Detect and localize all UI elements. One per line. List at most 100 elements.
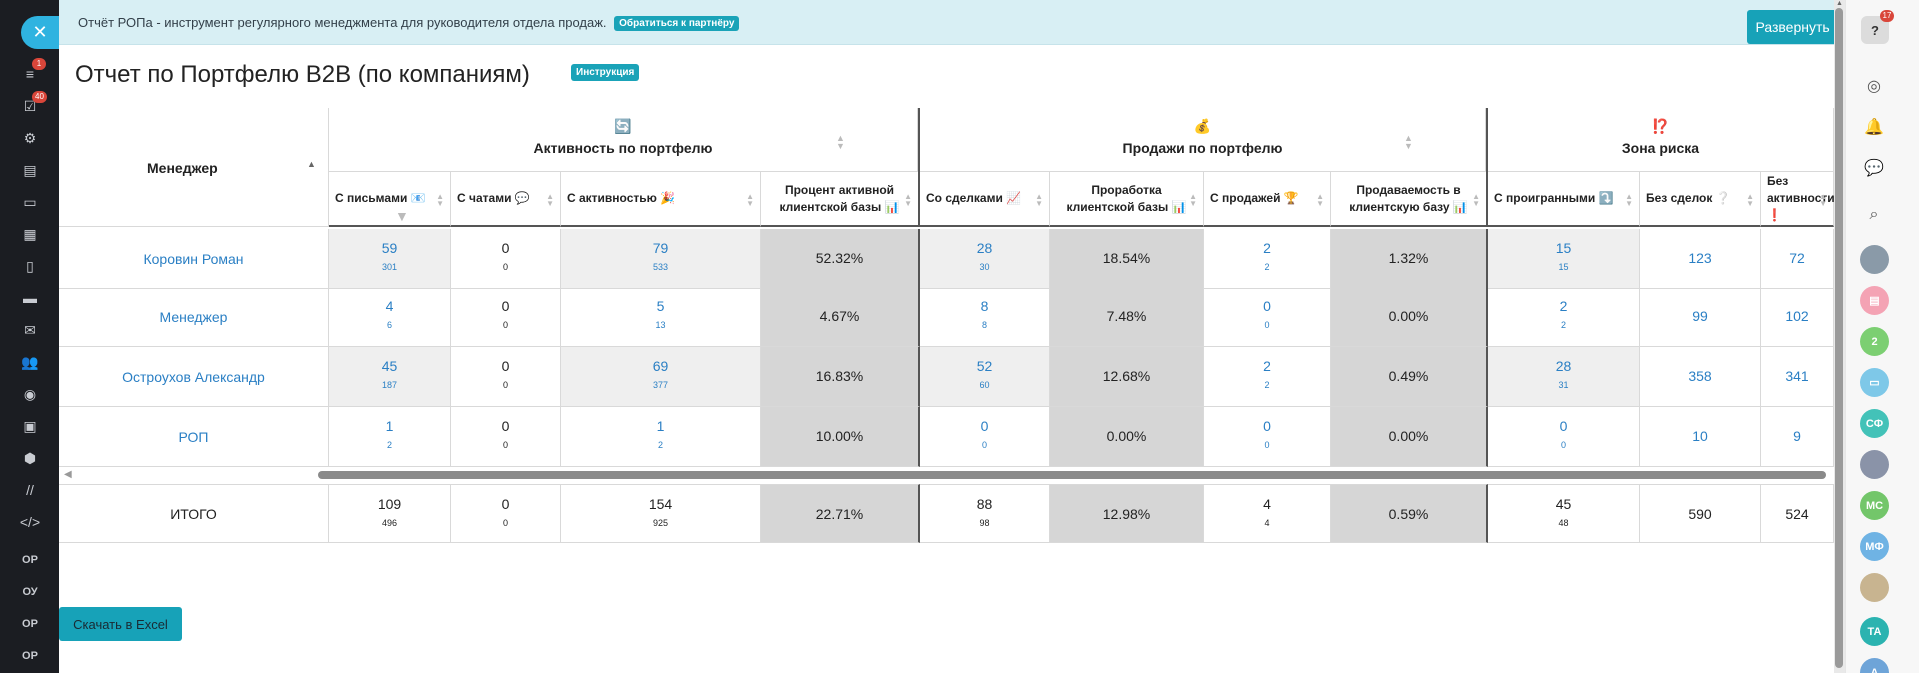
calendar-icon[interactable]: ▦ (23, 225, 37, 242)
partner-link[interactable]: Обратиться к партнёру (614, 16, 740, 31)
avatar[interactable]: 2 (1860, 327, 1889, 356)
cell-primary-value[interactable]: 79 (652, 240, 669, 256)
search-icon[interactable]: ⌕ (1869, 206, 1879, 223)
cell-with-deals[interactable]: 52 60 (920, 347, 1050, 407)
marketing-icon[interactable]: // (26, 482, 34, 498)
sort-icon[interactable]: ▲ ▼ (1035, 192, 1043, 208)
cell-primary-value[interactable]: 4 (385, 298, 394, 314)
cell-primary-value[interactable]: 5 (656, 298, 665, 314)
sort-icon[interactable]: ▲ ▼ (1189, 192, 1197, 208)
close-panel-button[interactable]: ✕ (21, 16, 59, 49)
cell-secondary-value[interactable]: 301 (381, 262, 398, 272)
crm-icon[interactable]: ⚙ (23, 129, 37, 146)
cell-with-activity[interactable]: 79 533 (561, 229, 761, 289)
avatar[interactable] (1860, 245, 1889, 274)
manager-name-link[interactable]: Остроухов Александр (59, 347, 329, 407)
cell-primary-value[interactable]: 15 (1555, 240, 1572, 256)
target-icon[interactable]: ◉ (23, 385, 37, 402)
scroll-up-icon[interactable]: ▲ (1836, 0, 1843, 7)
cell-secondary-value[interactable]: 0 (1264, 320, 1270, 330)
sort-icon[interactable]: ▲ ▼ (746, 192, 754, 208)
avatar[interactable]: А (1860, 658, 1889, 673)
cell-secondary-value[interactable]: 15 (1558, 262, 1569, 272)
cell-with-activity[interactable]: 69 377 (561, 347, 761, 407)
column-header-with-sales[interactable]: С продажей 🏆 ▲ ▼ (1204, 172, 1331, 227)
manager-name-link[interactable]: РОП (59, 407, 329, 467)
cell-primary-value[interactable]: 0 (1559, 418, 1568, 434)
cell-with-deals[interactable]: 28 30 (920, 229, 1050, 289)
cell-value[interactable]: 341 (1785, 368, 1809, 384)
sort-icon[interactable]: ▲ ▼ (1316, 192, 1324, 208)
cell-secondary-value[interactable]: 533 (652, 262, 669, 272)
avatar[interactable]: ▭ (1860, 368, 1889, 397)
chat-icon[interactable]: ▭ (23, 193, 37, 210)
inbox-icon[interactable]: ▤ (23, 161, 37, 178)
vertical-scrollbar[interactable]: ▲ (1834, 0, 1845, 673)
avatar[interactable]: МС (1860, 491, 1889, 520)
cell-primary-value[interactable]: 1 (656, 418, 665, 434)
cell-primary-value[interactable]: 0 (1263, 298, 1271, 314)
column-header-without-activity[interactable]: Без активности ❗ ▲ ▼ (1761, 172, 1835, 227)
cell-secondary-value[interactable]: 0 (1264, 440, 1270, 450)
column-header-base-saleability[interactable]: Продаваемость в клиентскую базу 📊 ▲ ▼ (1331, 172, 1488, 227)
mail-icon[interactable]: ✉ (24, 321, 36, 338)
cell-without-activity[interactable]: 102 (1761, 287, 1834, 347)
cell-secondary-value[interactable]: 0 (981, 440, 987, 450)
group-sort-icon[interactable]: ▲ ▼ (836, 133, 845, 151)
cell-secondary-value[interactable]: 31 (1558, 380, 1569, 390)
sort-icon[interactable]: ▲ ▼ (1625, 192, 1633, 208)
column-header-with-activity[interactable]: С активностью 🎉 ▲ ▼ (561, 172, 761, 227)
sort-icon[interactable]: ▲ ▼ (1819, 192, 1827, 208)
cell-secondary-value[interactable]: 2 (386, 440, 392, 450)
cell-without-deals[interactable]: 99 (1640, 287, 1761, 347)
horizontal-scrollbar[interactable]: ◀ (59, 468, 1834, 482)
sort-icon[interactable]: ▲ ▼ (1746, 192, 1754, 208)
cell-without-activity[interactable]: 72 (1761, 229, 1834, 289)
cell-value[interactable]: 9 (1793, 428, 1801, 444)
cell-secondary-value[interactable]: 0 (1560, 440, 1566, 450)
cell-value[interactable]: 358 (1688, 368, 1712, 384)
column-header-with-deals[interactable]: Со сделками 📈 ▲ ▼ (920, 172, 1050, 227)
code-icon[interactable]: </> (19, 514, 41, 530)
cell-secondary-value[interactable]: 187 (381, 380, 398, 390)
cell-value[interactable]: 123 (1688, 250, 1712, 266)
manager-name-link[interactable]: Коровин Роман (59, 229, 329, 289)
cell-without-deals[interactable]: 123 (1640, 229, 1761, 289)
cell-with-lost[interactable]: 15 15 (1488, 229, 1640, 289)
download-excel-button[interactable]: Скачать в Excel (59, 607, 182, 641)
sort-asc-icon[interactable]: ▲ ▼ (307, 159, 409, 224)
avatar[interactable] (1860, 573, 1889, 602)
avatar[interactable]: МФ (1860, 532, 1889, 561)
cell-without-activity[interactable]: 9 (1761, 407, 1834, 467)
filter-icon[interactable]: ≡ (25, 66, 35, 82)
column-header-with-chats[interactable]: С чатами 💬 ▲ ▼ (451, 172, 561, 227)
column-header-active-base-percent[interactable]: Процент активной клиентской базы 📊 ▲ ▼ (761, 172, 920, 227)
sidebar-item-ou[interactable]: ОУ (22, 586, 38, 598)
cell-primary-value[interactable]: 59 (381, 240, 398, 256)
sidebar-item-op-3[interactable]: ОР (22, 650, 38, 662)
scroll-left-icon[interactable]: ◀ (64, 469, 72, 480)
cell-secondary-value[interactable]: 377 (652, 380, 669, 390)
cell-secondary-value[interactable]: 30 (979, 262, 990, 272)
bell-icon[interactable]: 🔔 (1864, 119, 1884, 136)
cell-primary-value[interactable]: 2 (1559, 298, 1568, 314)
avatar[interactable]: ТА (1860, 617, 1889, 646)
vertical-scrollbar-thumb[interactable] (1835, 8, 1843, 668)
contacts-icon[interactable]: 👥 (21, 353, 39, 370)
cell-value[interactable]: 99 (1692, 308, 1708, 324)
cell-primary-value[interactable]: 8 (980, 298, 989, 314)
box-icon[interactable]: ⬢ (23, 449, 37, 466)
cell-secondary-value[interactable]: 60 (979, 380, 990, 390)
sort-icon[interactable]: ▲ ▼ (546, 192, 554, 208)
cell-primary-value[interactable]: 1 (385, 418, 394, 434)
cell-without-activity[interactable]: 341 (1761, 347, 1834, 407)
sort-icon[interactable]: ▲ ▼ (1472, 192, 1480, 208)
cell-secondary-value[interactable]: 6 (386, 320, 392, 330)
cell-value[interactable]: 102 (1785, 308, 1809, 324)
